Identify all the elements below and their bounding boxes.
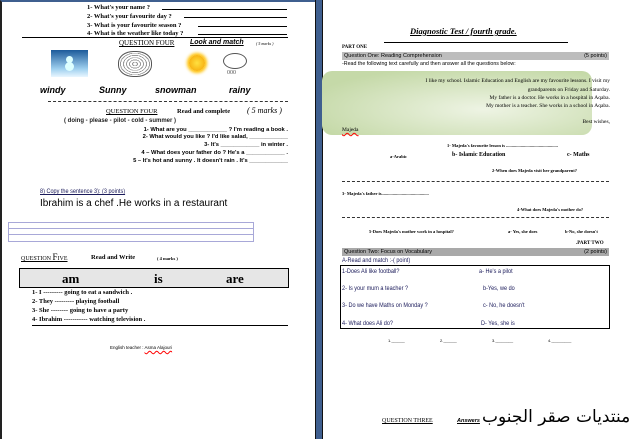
word-options-box: am is are: [19, 268, 289, 288]
passage-line-3: My father is a doctor. He works in a hos…: [489, 95, 610, 101]
q4b-item-1: 1- What are you ____________ ? I'm readi…: [143, 127, 288, 133]
passage-line-1: I like my school. Islamic Education and …: [425, 78, 610, 84]
match-right-c: c- No, he doesn't: [483, 302, 525, 309]
word-snowman: snowman: [155, 85, 197, 95]
option-are: are: [226, 271, 244, 286]
q4b-marks: ( 5 marks ): [247, 106, 282, 115]
answer-4[interactable]: 4._________: [548, 338, 572, 343]
q1-instruction: -Read the following text carefully and t…: [342, 61, 516, 67]
writing-lines[interactable]: [8, 222, 254, 242]
q4a-title: QUESTION FOUR: [119, 39, 175, 47]
q3-title: QUESTION THREE: [382, 418, 433, 424]
q5-item-4: 4- Ibrahim ----------- watching televisi…: [32, 316, 146, 323]
q4b-subtitle: Read and complete: [177, 108, 231, 115]
q1-points: (5 points): [584, 53, 607, 59]
q4a-subtitle: Look and match: [190, 39, 244, 46]
word-windy: windy: [40, 85, 66, 95]
passage-signature: Majeda: [342, 127, 359, 133]
q4b-item-4: 4 – What does your father do ? He's a __…: [141, 150, 288, 156]
q5-subtitle: Read and Write: [91, 254, 136, 261]
teacher-label: English teacher :: [110, 345, 144, 350]
match-right-a: a- He's a pilot: [479, 268, 513, 275]
copy-sentence: Ibrahim is a chef .He works in a restaur…: [40, 198, 228, 209]
match-left-3: 3- Do we have Maths on Monday ?: [342, 302, 428, 309]
match-box: 1-Does Ali like football? 2- Is your mum…: [340, 265, 610, 329]
match-left-4: 4- What does Ali do?: [342, 320, 393, 327]
right-page: Diagnostic Test / fourth grade. PART ONE…: [322, 0, 636, 439]
passage-closing: Best wishes,: [582, 119, 611, 125]
q4b-item-5: 5 – It's hot and sunny . It doesn't rain…: [133, 158, 288, 164]
word-sunny: Sunny: [99, 85, 127, 95]
passage-line-4: My mother is a teacher. She works in a s…: [486, 103, 610, 109]
match-right-d: D- Yes, she is: [481, 320, 515, 327]
part-one-label: PART ONE: [342, 45, 368, 50]
q4a-marks: ( 5 marks ): [256, 41, 274, 46]
reading-q3: 3- Majeda's father is...................…: [342, 191, 429, 196]
q1-option-a: a-Arabic: [390, 154, 407, 159]
question-2: 2- What's your favourite day ?: [87, 13, 172, 20]
copy-instruction: 8) Copy the sentence 3): (3 points): [40, 188, 126, 195]
match-left-2: 2- Is your mum a teacher ?: [342, 285, 409, 292]
answer-3[interactable]: 3.________: [492, 338, 514, 343]
reading-passage: I like my school. Islamic Education and …: [322, 71, 610, 135]
match-left-1: 1-Does Ali like football?: [342, 268, 400, 275]
q2-instruction: A-Read and match :-( point): [342, 257, 411, 264]
q5-item-2: 2- They --------- playing football: [32, 298, 120, 305]
q5-option-b: b-No, she doesn't: [565, 229, 598, 234]
q5-item-3: 3- She -------- going to have a party: [32, 307, 129, 314]
q3-answer-label: Answers: [457, 418, 480, 424]
snowman-image-icon: [51, 50, 88, 77]
teacher-name: Asma Alajouri: [144, 345, 173, 350]
q1-option-c: c- Maths: [567, 152, 590, 158]
reading-q4: 4-What does Majeda's mother do?: [517, 207, 584, 212]
page-gutter: [315, 0, 323, 439]
match-right-b: b-Yes, we do: [483, 285, 515, 292]
forum-watermark: منتديات صقر الجنوب: [482, 407, 631, 427]
q2-label: Question Two: Focus on Vocabulary: [344, 249, 432, 255]
q1-label: Question One: Reading Comprehension: [344, 53, 442, 59]
reading-q2: 2-When does Majeda visit her grandparent…: [492, 168, 577, 173]
word-bank: ( doing - please - pilot - cold - summer…: [64, 118, 177, 124]
sun-icon: [185, 51, 209, 75]
q5-marks: ( 4 marks ): [157, 256, 178, 261]
question-1: 1- What's your name ?: [87, 4, 150, 11]
q4b-item-2: 2- What would you like ? I'd like salad,…: [142, 134, 288, 140]
part-two-label: .PART TWO: [576, 241, 604, 246]
test-title: Diagnostic Test / fourth grade.: [410, 26, 517, 36]
reading-q5: 5-Does Majeda's mother work in a hospita…: [369, 229, 454, 234]
q4b-item-3: 3- It's ____________ in winter .: [204, 142, 288, 148]
q5-title-b: Five: [52, 252, 68, 262]
option-am: am: [62, 271, 80, 286]
passage-line-2: grandparents on Friday and Saturday.: [527, 87, 610, 93]
answer-1[interactable]: 1.______: [388, 338, 405, 343]
q2-header: Question Two: Focus on Vocabulary (2 poin…: [342, 248, 609, 256]
rain-cloud-icon: 000: [223, 51, 247, 76]
q5-option-a: a- Yes, she does: [508, 229, 538, 234]
word-rainy: rainy: [229, 85, 251, 95]
wind-cloud-icon: [118, 51, 152, 77]
option-is: is: [154, 271, 163, 286]
answer-2[interactable]: 2.______: [440, 338, 457, 343]
q5-title: QUESTION Five: [21, 252, 68, 262]
question-4: 4- What is the weather like today ?: [87, 30, 184, 37]
q1-header: Question One: Reading Comprehension (5 po…: [342, 52, 609, 60]
q4b-title: QUESTION FOUR: [106, 108, 158, 115]
q5-title-a: QUESTION: [21, 256, 51, 262]
teacher-footer: English teacher : Asma Alajouri: [110, 345, 172, 350]
left-page: 1- What's your name ? 2- What's your fav…: [0, 0, 315, 439]
q5-item-1: 1- I --------- going to eat a sandwich .: [32, 289, 133, 296]
reading-q1: 1- Majeda's favourite lesson is ........…: [447, 143, 558, 148]
q2-points: (2 points): [584, 249, 607, 255]
question-3: 3- What is your favourite season ?: [87, 22, 182, 29]
q1-option-b: b- Islamic Education: [452, 152, 506, 158]
